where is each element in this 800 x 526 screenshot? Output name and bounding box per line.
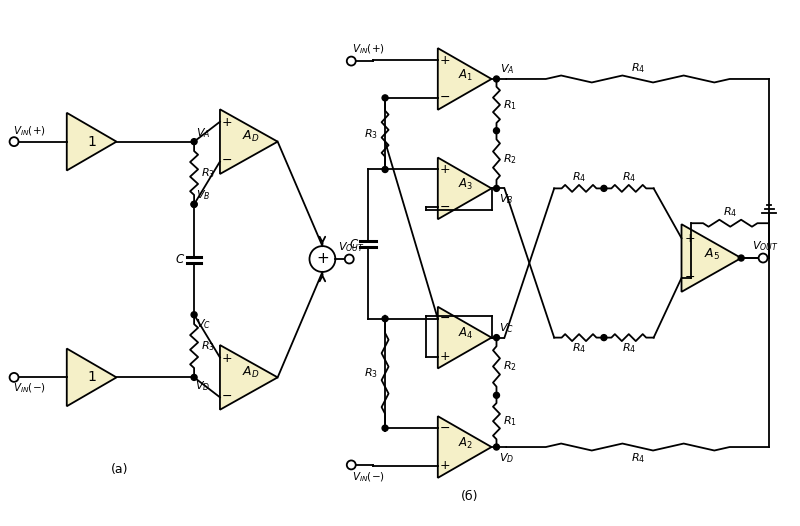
Polygon shape (438, 48, 491, 110)
Text: 1: 1 (87, 135, 96, 149)
Text: $R_4$: $R_4$ (622, 170, 636, 184)
Text: −: − (222, 154, 232, 167)
Text: $V_{IN}(+)$: $V_{IN}(+)$ (13, 124, 46, 137)
Text: −: − (439, 92, 450, 104)
Text: $V_{IN}(-)$: $V_{IN}(-)$ (352, 470, 385, 484)
Text: $V_B$: $V_B$ (499, 193, 514, 206)
Text: $V_A$: $V_A$ (196, 126, 210, 139)
Circle shape (758, 254, 767, 262)
Circle shape (382, 425, 388, 431)
Polygon shape (220, 345, 278, 410)
Text: −: − (439, 422, 450, 434)
Text: $R_3$: $R_3$ (364, 367, 378, 380)
Circle shape (191, 201, 197, 207)
Text: $A_3$: $A_3$ (458, 177, 474, 192)
Polygon shape (220, 109, 278, 174)
Circle shape (494, 392, 499, 398)
Circle shape (382, 167, 388, 173)
Text: $R_2$: $R_2$ (503, 153, 518, 166)
Text: $C$: $C$ (349, 238, 359, 250)
Circle shape (346, 57, 356, 66)
Text: $R_3$: $R_3$ (364, 127, 378, 140)
Text: $V_{IN}(-)$: $V_{IN}(-)$ (13, 381, 46, 395)
Text: +: + (439, 54, 450, 67)
Text: $R_4$: $R_4$ (622, 342, 636, 356)
Text: (а): (а) (110, 463, 128, 477)
Text: $V_{OUT}$: $V_{OUT}$ (338, 240, 365, 254)
Circle shape (382, 95, 388, 101)
Text: $V_{IN}(+)$: $V_{IN}(+)$ (352, 42, 385, 56)
Circle shape (191, 312, 197, 318)
Circle shape (494, 335, 499, 341)
Polygon shape (438, 416, 491, 478)
Polygon shape (438, 307, 491, 368)
Polygon shape (438, 158, 491, 219)
Text: $R_4$: $R_4$ (572, 342, 586, 356)
Text: +: + (222, 352, 232, 365)
Text: $R_3$: $R_3$ (201, 166, 215, 180)
Text: $A_5$: $A_5$ (704, 247, 720, 261)
Circle shape (601, 335, 607, 341)
Text: $R_4$: $R_4$ (630, 451, 645, 465)
Text: $A_4$: $A_4$ (458, 326, 474, 341)
Text: $A_2$: $A_2$ (458, 436, 474, 451)
Text: $R_4$: $R_4$ (630, 61, 645, 75)
Circle shape (10, 137, 18, 146)
Circle shape (345, 255, 354, 264)
Circle shape (494, 76, 499, 82)
Text: $R_4$: $R_4$ (723, 205, 738, 219)
Text: $A_D$: $A_D$ (242, 129, 259, 144)
Text: −: − (222, 390, 232, 403)
Circle shape (738, 255, 744, 261)
Text: (б): (б) (461, 490, 478, 503)
Text: $R_4$: $R_4$ (572, 170, 586, 184)
Text: $A_D$: $A_D$ (242, 365, 259, 380)
Text: +: + (439, 350, 450, 363)
Polygon shape (66, 349, 117, 406)
Circle shape (10, 373, 18, 382)
Circle shape (494, 185, 499, 191)
Text: 1: 1 (87, 370, 96, 385)
Text: +: + (684, 231, 694, 245)
Circle shape (310, 246, 335, 272)
Text: $R_1$: $R_1$ (503, 98, 518, 112)
Text: −: − (684, 271, 694, 285)
Circle shape (191, 139, 197, 145)
Text: $V_C$: $V_C$ (499, 321, 514, 335)
Text: −: − (439, 312, 450, 325)
Circle shape (494, 128, 499, 134)
Text: +: + (222, 116, 232, 129)
Text: $V_D$: $V_D$ (499, 451, 514, 465)
Circle shape (191, 375, 197, 380)
Text: $V_C$: $V_C$ (195, 317, 210, 330)
Circle shape (494, 444, 499, 450)
Polygon shape (66, 113, 117, 170)
Circle shape (382, 316, 388, 322)
Circle shape (191, 201, 197, 207)
Text: $V_A$: $V_A$ (500, 62, 514, 76)
Text: $A_1$: $A_1$ (458, 67, 474, 83)
Polygon shape (682, 224, 741, 292)
Text: $C$: $C$ (175, 253, 186, 266)
Text: $V_D$: $V_D$ (195, 379, 210, 393)
Text: +: + (439, 163, 450, 176)
Text: $R_1$: $R_1$ (503, 414, 518, 428)
Text: +: + (439, 459, 450, 472)
Text: $R_2$: $R_2$ (503, 360, 518, 373)
Text: $V_B$: $V_B$ (196, 188, 210, 203)
Text: −: − (439, 201, 450, 214)
Circle shape (346, 460, 356, 469)
Text: $V_{OUT}$: $V_{OUT}$ (752, 239, 778, 253)
Circle shape (601, 185, 607, 191)
Text: +: + (316, 250, 329, 266)
Text: $R_3$: $R_3$ (201, 339, 215, 353)
